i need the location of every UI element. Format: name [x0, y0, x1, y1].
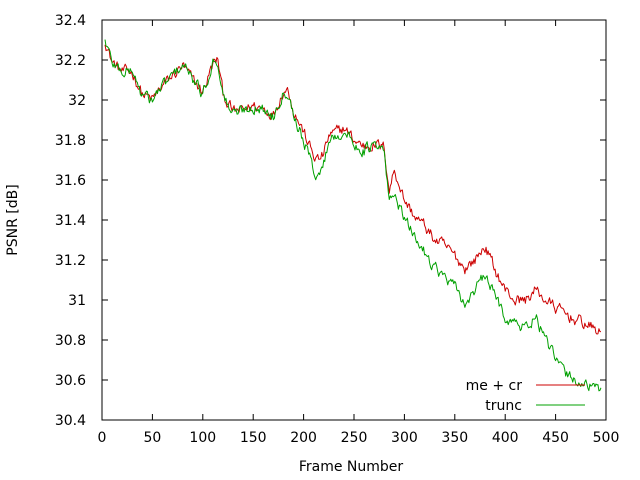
- x-tick-label: 50: [143, 430, 161, 446]
- y-tick-label: 31.8: [55, 133, 86, 149]
- x-axis-label: Frame Number: [299, 459, 404, 475]
- plot-frame: [101, 19, 607, 421]
- x-tick-label: 500: [593, 430, 620, 446]
- y-tick-label: 32: [68, 93, 86, 109]
- x-tick-label: 350: [441, 430, 468, 446]
- y-tick-label: 31: [68, 293, 86, 309]
- y-tick-label: 30.8: [55, 333, 86, 349]
- series-line-trunc: [104, 39, 602, 392]
- legend: me + cr trunc: [466, 378, 585, 414]
- x-tick-label: 200: [290, 430, 317, 446]
- axis-ticks: 0 50 100 150 200 250 300 350 400 450 500 30.4 30.6 30…: [55, 13, 620, 446]
- x-tick-label: 400: [492, 430, 519, 446]
- y-tick-label: 30.4: [55, 413, 86, 429]
- x-tick-label: 150: [240, 430, 267, 446]
- y-tick-label: 32.4: [55, 13, 86, 29]
- y-axis-label: PSNR [dB]: [5, 184, 21, 255]
- y-tick-label: 30.6: [55, 373, 86, 389]
- series-lines: [104, 39, 602, 392]
- y-tick-label: 32.2: [55, 53, 86, 69]
- x-tick-label: 0: [98, 430, 107, 446]
- x-tick-label: 250: [341, 430, 368, 446]
- y-tick-label: 31.2: [55, 253, 86, 269]
- x-tick-label: 300: [391, 430, 418, 446]
- legend-label-me-cr: me + cr: [466, 378, 523, 394]
- y-tick-label: 31.4: [55, 213, 86, 229]
- x-tick-label: 100: [189, 430, 216, 446]
- y-tick-label: 31.6: [55, 173, 86, 189]
- x-tick-label: 450: [542, 430, 569, 446]
- series-line-me-cr: [104, 44, 602, 335]
- legend-label-trunc: trunc: [485, 398, 522, 414]
